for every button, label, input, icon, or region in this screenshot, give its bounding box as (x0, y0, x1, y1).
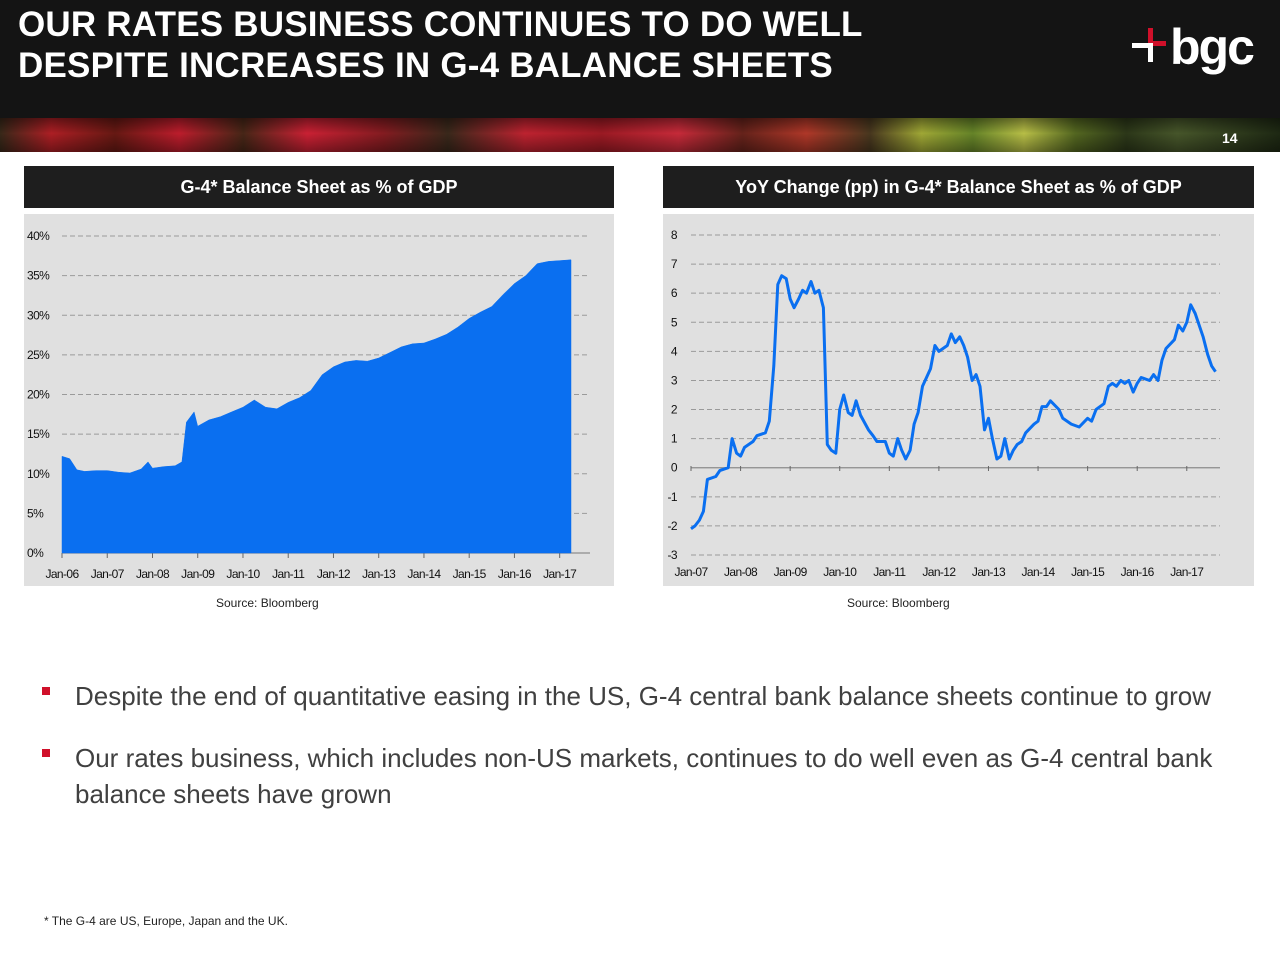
x-tick-label: Jan-14 (1022, 565, 1056, 579)
right-chart-source: Source: Bloomberg (847, 596, 950, 610)
y-tick-label: 0 (671, 461, 678, 475)
left-chart-title: G-4* Balance Sheet as % of GDP (24, 166, 614, 208)
y-tick-label: 4 (671, 344, 678, 358)
bullet-item: Our rates business, which includes non-U… (40, 740, 1240, 812)
x-tick-label: Jan-15 (453, 567, 487, 581)
y-tick-label: 3 (671, 373, 678, 387)
page-number: 14 (1222, 130, 1238, 146)
x-tick-label: Jan-17 (543, 567, 577, 581)
x-tick-label: Jan-16 (1121, 565, 1155, 579)
x-tick-label: Jan-16 (498, 567, 532, 581)
x-tick-label: Jan-12 (922, 565, 956, 579)
y-tick-label: 40% (27, 229, 50, 243)
bullet-text: Despite the end of quantitative easing i… (75, 681, 1212, 711)
x-tick-label: Jan-17 (1170, 565, 1204, 579)
bullet-marker-icon (42, 749, 50, 757)
y-tick-label: 2 (671, 403, 678, 417)
footnote: * The G-4 are US, Europe, Japan and the … (44, 914, 288, 928)
x-tick-label: Jan-10 (226, 567, 260, 581)
left-chart-source: Source: Bloomberg (216, 596, 319, 610)
x-tick-label: Jan-08 (724, 565, 758, 579)
bullet-marker-icon (42, 687, 50, 695)
y-tick-label: 35% (27, 269, 50, 283)
series-line (690, 274, 1217, 531)
logo-text: bgc (1170, 19, 1255, 75)
decorative-banner (0, 118, 1280, 152)
y-tick-label: 0% (27, 546, 44, 560)
y-tick-label: 10% (27, 467, 50, 481)
x-tick-label: Jan-08 (136, 567, 170, 581)
series-area (61, 259, 572, 554)
x-tick-label: Jan-14 (407, 567, 441, 581)
banner-shade (0, 118, 1280, 152)
bullet-list: Despite the end of quantitative easing i… (40, 678, 1240, 838)
title-bar: OUR RATES BUSINESS CONTINUES TO DO WELL … (0, 0, 1280, 118)
y-tick-label: 20% (27, 388, 50, 402)
slide-title-line-2: DESPITE INCREASES IN G-4 BALANCE SHEETS (18, 46, 833, 85)
y-tick-label: 25% (27, 348, 50, 362)
x-tick-label: Jan-11 (873, 565, 906, 579)
bullet-text: Our rates business, which includes non-U… (75, 743, 1213, 809)
x-tick-label: Jan-07 (91, 567, 125, 581)
y-tick-label: 15% (27, 427, 50, 441)
y-tick-label: 6 (671, 286, 678, 300)
x-tick-label: Jan-07 (674, 565, 708, 579)
x-tick-label: Jan-10 (823, 565, 857, 579)
right-chart-title: YoY Change (pp) in G-4* Balance Sheet as… (663, 166, 1254, 208)
x-tick-label: Jan-13 (972, 565, 1006, 579)
y-tick-label: 5% (27, 506, 44, 520)
y-tick-label: 30% (27, 308, 50, 322)
y-tick-label: -2 (668, 519, 678, 533)
x-tick-label: Jan-15 (1071, 565, 1105, 579)
y-tick-label: 5 (671, 315, 678, 329)
left-balance-sheet-chart: 0% 5% 10% 15% 20% 25% 30% 35% 40% Jan-06 Jan-07 Jan… (27, 229, 590, 581)
y-tick-label: 7 (671, 257, 678, 271)
y-tick-label: 8 (671, 228, 678, 242)
x-tick-label: Jan-13 (362, 567, 396, 581)
right-chart-background (663, 214, 1254, 586)
bgc-logo: bgc (1128, 19, 1255, 92)
y-tick-label: 1 (671, 432, 678, 446)
x-tick-label: Jan-06 (45, 567, 79, 581)
slide-title: OUR RATES BUSINESS CONTINUES TO DO WELL … (18, 4, 863, 86)
x-tick-label: Jan-11 (272, 567, 305, 581)
y-tick-label: -3 (668, 548, 678, 562)
x-tick-label: Jan-12 (317, 567, 351, 581)
x-tick-label: Jan-09 (774, 565, 808, 579)
slide-title-line-1: OUR RATES BUSINESS CONTINUES TO DO WELL (18, 5, 863, 44)
y-tick-label: -1 (668, 490, 678, 504)
bullet-item: Despite the end of quantitative easing i… (40, 678, 1240, 714)
x-tick-label: Jan-09 (181, 567, 215, 581)
right-yoy-change-chart: -3 -2 -1 0 1 2 3 4 5 6 7 8 Jan-07 Jan-08 Jan-09 Jan-10 J… (668, 228, 1220, 579)
cross-mark-icon (1132, 28, 1166, 62)
